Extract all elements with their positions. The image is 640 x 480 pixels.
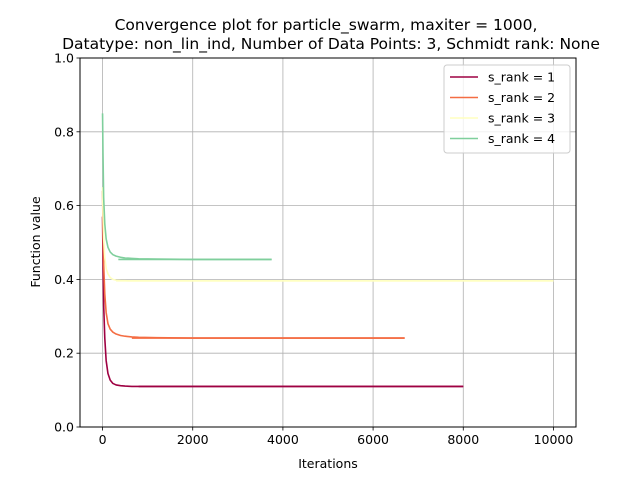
series-lines [101,113,554,388]
y-tick-label: 0.8 [54,124,74,139]
y-tick-label: 0.0 [54,420,74,435]
chart-title-line-1: Convergence plot for particle_swarm, max… [115,16,538,35]
y-tick-label: 0.6 [54,198,74,213]
x-tick-label: 0 [99,432,107,447]
x-tick-label: 10000 [534,432,574,447]
x-tick-label: 2000 [177,432,209,447]
y-tick-label: 0.2 [54,346,74,361]
axis-ticks: 0 2000 4000 6000 8000 10000 0.0 0.2 0.4 0.6 0.8 1.0 [54,51,573,448]
x-axis-label: Iterations [298,456,358,471]
legend-label-1: s_rank = 1 [488,70,555,85]
legend-label-2: s_rank = 2 [488,90,555,105]
chart-title-line-2: Datatype: non_lin_ind, Number of Data Po… [62,35,600,54]
x-tick-label: 8000 [447,432,479,447]
plot-frame [79,57,577,428]
y-axis-label: Function value [28,196,43,288]
legend-label-4: s_rank = 4 [488,131,555,146]
y-tick-label: 1.0 [54,51,74,66]
y-tick-label: 0.4 [54,272,74,287]
legend-box [443,64,571,154]
legend: s_rank = 1 s_rank = 2 s_rank = 3 s_rank = 4 [443,64,571,154]
legend-label-3: s_rank = 3 [488,111,555,126]
x-tick-label: 4000 [267,432,299,447]
x-tick-label: 6000 [357,432,389,447]
